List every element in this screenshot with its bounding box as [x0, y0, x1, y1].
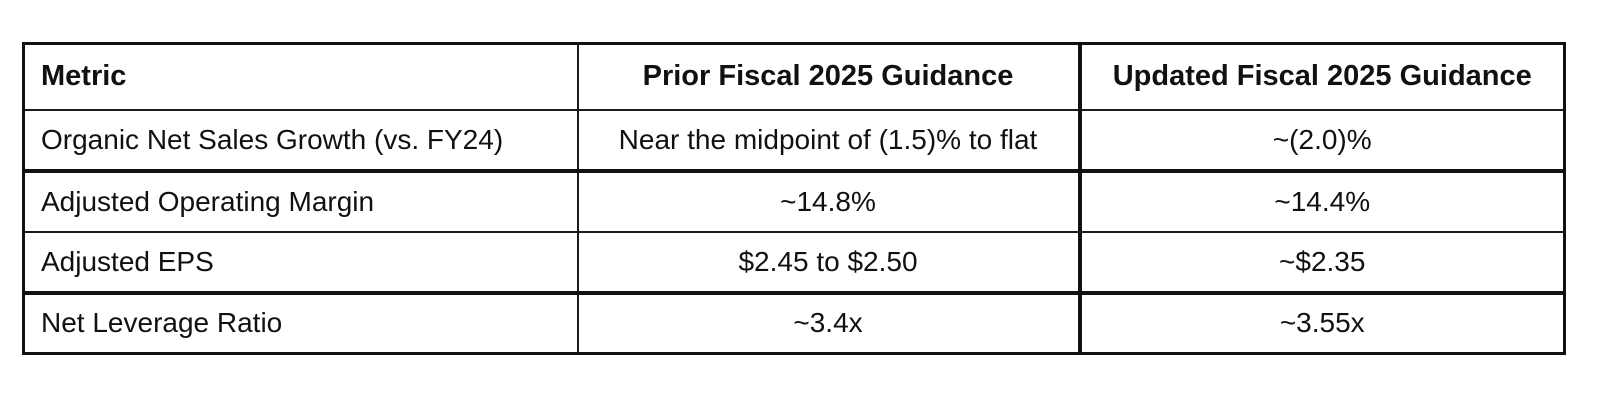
- prior-guidance-cell: ~14.8%: [576, 169, 1081, 233]
- table-header-row: Metric Prior Fiscal 2025 Guidance Update…: [22, 42, 1566, 111]
- prior-guidance-cell: ~3.4x: [576, 291, 1081, 355]
- updated-guidance-cell: ~(2.0)%: [1077, 108, 1566, 173]
- table-row-organic-net-sales-growth: Organic Net Sales Growth (vs. FY24) Near…: [22, 108, 1566, 173]
- column-header-prior-guidance: Prior Fiscal 2025 Guidance: [576, 42, 1081, 111]
- updated-guidance-cell: ~3.55x: [1077, 291, 1566, 355]
- metric-cell: Adjusted EPS: [22, 230, 579, 295]
- metric-cell: Net Leverage Ratio: [22, 291, 579, 355]
- fiscal-2025-guidance-table: Metric Prior Fiscal 2025 Guidance Update…: [22, 42, 1566, 355]
- table-row-adjusted-operating-margin: Adjusted Operating Margin ~14.8% ~14.4%: [22, 169, 1566, 233]
- metric-cell: Adjusted Operating Margin: [22, 169, 579, 233]
- column-header-updated-guidance: Updated Fiscal 2025 Guidance: [1077, 42, 1566, 111]
- prior-guidance-cell: Near the midpoint of (1.5)% to flat: [576, 108, 1081, 173]
- metric-cell: Organic Net Sales Growth (vs. FY24): [22, 108, 579, 173]
- table-row-adjusted-eps: Adjusted EPS $2.45 to $2.50 ~$2.35: [22, 230, 1566, 295]
- updated-guidance-cell: ~$2.35: [1077, 230, 1566, 295]
- prior-guidance-cell: $2.45 to $2.50: [576, 230, 1081, 295]
- updated-guidance-cell: ~14.4%: [1077, 169, 1566, 233]
- column-header-metric: Metric: [22, 42, 579, 111]
- table-row-net-leverage-ratio: Net Leverage Ratio ~3.4x ~3.55x: [22, 291, 1566, 355]
